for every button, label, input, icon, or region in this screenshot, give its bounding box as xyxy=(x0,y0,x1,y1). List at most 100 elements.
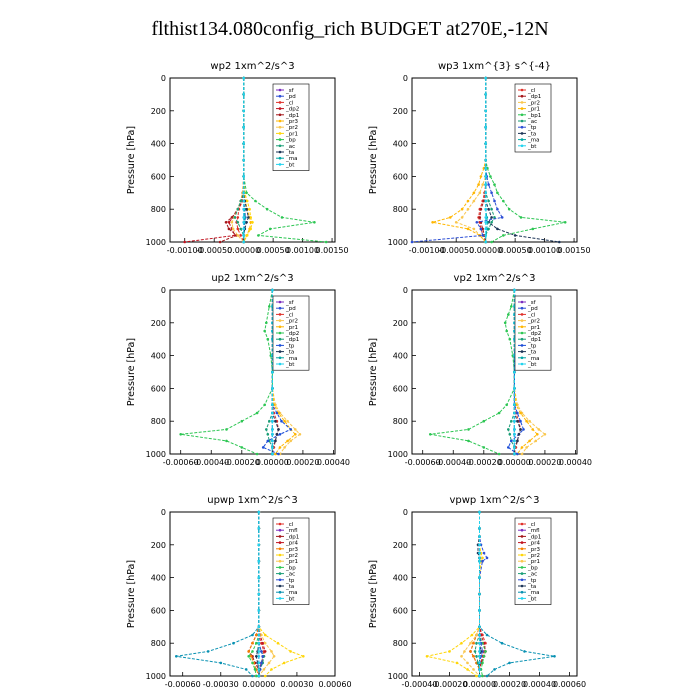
chart-panel-6: vpwp 1xm^2/s^3 Pressure [hPa] 0 200 400 600 80… xyxy=(368,495,586,689)
data-point xyxy=(489,175,492,178)
data-point xyxy=(502,234,505,237)
data-point xyxy=(520,446,524,449)
legend-box xyxy=(514,83,552,153)
legend-label: _dp1 xyxy=(527,94,541,100)
data-point xyxy=(271,428,274,431)
legend-label: _pr1 xyxy=(527,325,540,331)
data-point xyxy=(475,221,479,224)
data-point xyxy=(263,633,267,637)
y-tick-label: 400 xyxy=(393,352,408,361)
legend-marker xyxy=(278,528,282,532)
data-point xyxy=(505,329,509,333)
data-point xyxy=(278,433,282,436)
data-point xyxy=(475,641,478,645)
y-tick-label: 800 xyxy=(151,205,166,214)
data-point xyxy=(484,175,488,178)
legend-marker xyxy=(520,132,524,135)
data-point xyxy=(484,650,487,653)
data-point xyxy=(251,221,254,224)
y-tick-label: 1000 xyxy=(146,238,166,247)
data-point xyxy=(242,109,245,113)
legend-marker xyxy=(520,107,524,110)
data-point xyxy=(251,661,254,665)
data-point xyxy=(251,633,254,637)
data-point xyxy=(257,234,260,237)
data-point xyxy=(534,439,538,443)
data-point xyxy=(266,337,270,341)
y-tick-label: 800 xyxy=(393,205,408,214)
x-tick-label: 0.00060 xyxy=(318,680,351,689)
legend-marker xyxy=(520,535,524,538)
legend-label: _ta xyxy=(285,150,294,156)
series-line-dp2 xyxy=(180,289,273,455)
data-point xyxy=(294,433,297,436)
data-point xyxy=(485,633,489,637)
legend-label: _cl xyxy=(285,522,294,528)
legend-label: _dp1 xyxy=(527,337,541,343)
chart-panel-1: wp2 1xm^2/s^3 Pressure [hPa] 0 200 400 600 800… xyxy=(126,61,349,255)
data-point xyxy=(242,207,245,211)
data-point xyxy=(513,288,516,292)
data-point xyxy=(265,207,269,211)
data-point xyxy=(510,419,513,423)
legend-marker xyxy=(520,547,524,551)
legend-marker xyxy=(520,522,524,526)
data-point xyxy=(516,411,519,415)
data-point xyxy=(277,428,280,431)
data-point xyxy=(280,419,283,423)
data-point xyxy=(478,633,481,637)
y-tick-label: 400 xyxy=(151,574,166,583)
data-point xyxy=(478,551,481,555)
data-point xyxy=(537,428,541,431)
data-point xyxy=(242,175,245,178)
plot-frame xyxy=(169,77,336,243)
data-point xyxy=(478,191,482,195)
data-point xyxy=(271,433,274,436)
data-point xyxy=(513,411,516,415)
data-point xyxy=(475,655,478,658)
data-point xyxy=(513,387,516,390)
legend-label: _pr3 xyxy=(285,119,299,125)
series-line-ac xyxy=(485,78,496,242)
y-tick-label: 800 xyxy=(393,639,408,648)
data-point xyxy=(265,321,268,325)
data-point xyxy=(478,625,481,629)
legend-marker xyxy=(278,107,282,110)
legend-marker xyxy=(278,144,282,148)
legend-marker xyxy=(278,559,282,563)
legend-label: _mfl xyxy=(285,528,298,534)
y-tick-label: 800 xyxy=(393,417,408,426)
data-point xyxy=(484,76,488,80)
x-tick-label: 0.00150 xyxy=(316,246,349,255)
data-point xyxy=(233,216,237,219)
data-point xyxy=(478,668,481,671)
data-point xyxy=(218,240,222,244)
plot-frame xyxy=(411,289,578,455)
legend-marker xyxy=(520,337,524,341)
data-point xyxy=(467,439,470,443)
legend-marker xyxy=(520,319,524,322)
data-point xyxy=(508,433,512,436)
data-point xyxy=(302,655,305,658)
y-axis-label: Pressure [hPa] xyxy=(126,338,137,406)
data-point xyxy=(227,227,231,231)
data-point xyxy=(271,439,274,443)
data-point xyxy=(183,240,186,244)
legend-label: _dp2 xyxy=(285,107,299,113)
x-tick-label: 0.00000 xyxy=(469,246,502,255)
data-point xyxy=(254,674,258,678)
legend-marker xyxy=(278,156,282,160)
legend-marker xyxy=(278,325,282,329)
data-point xyxy=(240,419,244,423)
data-point xyxy=(507,313,510,316)
data-point xyxy=(478,592,481,596)
data-point xyxy=(239,227,242,231)
data-point xyxy=(271,403,274,407)
data-point xyxy=(242,125,245,129)
data-point xyxy=(236,234,240,237)
y-tick-label: 1000 xyxy=(146,450,166,459)
data-point xyxy=(249,221,252,224)
legend-label: _pd xyxy=(285,306,296,312)
legend-label: _bt xyxy=(285,362,295,368)
x-tick-label: 0.00030 xyxy=(280,680,313,689)
